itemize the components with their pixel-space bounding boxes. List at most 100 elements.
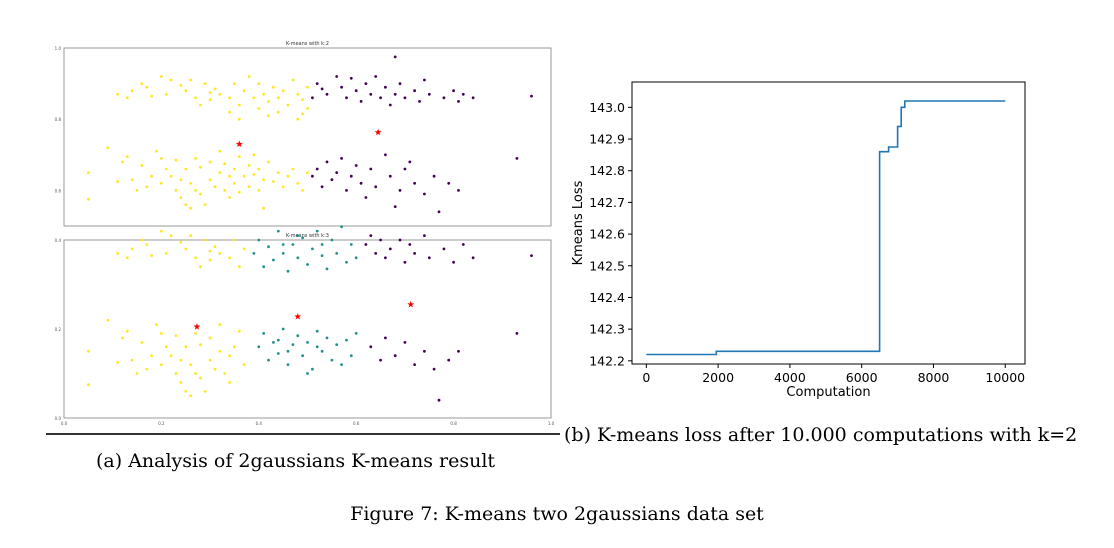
data-point-cluster-0 xyxy=(223,189,227,192)
data-point-cluster-0 xyxy=(194,372,197,375)
y-tick-label: 142.2 xyxy=(589,353,625,368)
data-point-cluster-1 xyxy=(267,358,270,362)
x-tick-label: 10000 xyxy=(985,370,1025,385)
data-point-cluster-1 xyxy=(403,96,407,100)
data-point-cluster-1 xyxy=(349,174,353,178)
data-point-cluster-0 xyxy=(169,234,173,238)
data-point-cluster-0 xyxy=(267,100,270,103)
data-point-cluster-0 xyxy=(252,96,256,100)
data-point-cluster-0 xyxy=(306,85,309,89)
data-point-cluster-1 xyxy=(388,103,392,107)
data-point-cluster-1 xyxy=(330,358,334,362)
data-point-cluster-1 xyxy=(306,263,309,266)
data-point-cluster-0 xyxy=(291,167,295,171)
data-point-cluster-0 xyxy=(184,247,188,251)
data-point-cluster-0 xyxy=(121,160,124,164)
data-point-cluster-1 xyxy=(291,243,295,246)
data-point-cluster-1 xyxy=(315,329,319,333)
y-tick-label: 142.4 xyxy=(589,290,625,305)
data-point-cluster-0 xyxy=(189,363,193,366)
data-point-cluster-0 xyxy=(233,82,236,85)
data-point-cluster-0 xyxy=(223,372,227,375)
data-point-cluster-1 xyxy=(515,157,519,160)
data-point-cluster-0 xyxy=(276,171,280,175)
data-point-cluster-1 xyxy=(262,332,266,335)
data-point-cluster-0 xyxy=(272,85,275,89)
data-point-cluster-0 xyxy=(306,107,309,110)
data-point-cluster-0 xyxy=(296,92,300,96)
x-tick-label: 0.4 xyxy=(256,421,263,426)
data-point-cluster-1 xyxy=(442,96,446,100)
centroid-star xyxy=(407,300,415,308)
data-point-cluster-0 xyxy=(106,146,110,150)
data-point-cluster-0 xyxy=(262,178,266,182)
data-point-cluster-0 xyxy=(301,112,304,116)
data-point-cluster-1 xyxy=(349,354,353,358)
data-point-cluster-0 xyxy=(160,75,163,78)
data-point-cluster-1 xyxy=(530,94,533,98)
data-point-cluster-0 xyxy=(218,92,222,96)
data-point-cluster-0 xyxy=(203,238,207,242)
plot-frame xyxy=(63,47,552,227)
data-point-cluster-0 xyxy=(145,85,149,89)
data-point-cluster-1 xyxy=(345,96,348,100)
data-point-cluster-2 xyxy=(379,238,382,242)
data-point-cluster-0 xyxy=(145,185,149,189)
data-point-cluster-0 xyxy=(155,149,158,153)
data-point-cluster-0 xyxy=(179,178,183,182)
data-point-cluster-2 xyxy=(413,252,416,255)
data-point-cluster-0 xyxy=(199,376,202,380)
data-point-cluster-0 xyxy=(116,180,119,183)
data-point-cluster-0 xyxy=(155,323,158,326)
subplot-title: K-means with k:3 xyxy=(286,233,329,239)
data-point-cluster-0 xyxy=(194,332,197,335)
data-point-cluster-1 xyxy=(306,341,309,344)
data-point-cluster-2 xyxy=(393,354,397,358)
data-point-cluster-1 xyxy=(413,89,416,93)
data-point-cluster-0 xyxy=(145,243,149,246)
caption-a: (a) Analysis of 2gaussians K-means resul… xyxy=(96,450,496,472)
data-point-cluster-0 xyxy=(233,345,236,349)
x-tick-label: 4000 xyxy=(774,370,806,385)
data-point-cluster-0 xyxy=(257,167,261,171)
data-point-cluster-0 xyxy=(160,229,163,233)
centroid-star xyxy=(374,128,382,136)
data-point-cluster-0 xyxy=(150,254,154,257)
data-point-cluster-0 xyxy=(233,238,236,242)
data-point-cluster-1 xyxy=(393,92,397,96)
data-point-cluster-0 xyxy=(174,189,178,192)
data-point-cluster-1 xyxy=(315,82,319,85)
data-point-cluster-1 xyxy=(296,234,300,238)
data-point-cluster-0 xyxy=(140,238,144,242)
data-point-cluster-0 xyxy=(257,189,261,192)
data-point-cluster-0 xyxy=(145,367,149,371)
data-point-cluster-0 xyxy=(87,349,90,353)
data-point-cluster-1 xyxy=(335,343,339,346)
centroid-star xyxy=(193,323,201,330)
data-point-cluster-1 xyxy=(354,164,358,167)
data-point-cluster-0 xyxy=(194,157,197,160)
data-point-cluster-0 xyxy=(223,162,227,166)
data-point-cluster-0 xyxy=(179,240,183,244)
data-point-cluster-1 xyxy=(457,189,460,192)
data-point-cluster-1 xyxy=(354,89,358,93)
data-point-cluster-1 xyxy=(418,100,421,103)
data-point-cluster-1 xyxy=(306,372,309,375)
data-point-cluster-0 xyxy=(237,155,241,158)
data-point-cluster-1 xyxy=(447,181,451,185)
data-point-cluster-0 xyxy=(160,157,163,160)
data-point-cluster-0 xyxy=(257,82,261,85)
data-point-cluster-2 xyxy=(403,260,407,264)
data-point-cluster-1 xyxy=(315,229,319,233)
data-point-cluster-0 xyxy=(213,245,217,249)
data-point-cluster-0 xyxy=(218,171,222,175)
data-point-cluster-1 xyxy=(311,247,314,251)
data-point-cluster-0 xyxy=(189,181,193,185)
data-point-cluster-0 xyxy=(160,181,163,185)
data-point-cluster-1 xyxy=(296,256,300,260)
data-point-cluster-0 xyxy=(242,247,246,251)
caption-b: (b) K-means loss after 10.000 computatio… xyxy=(564,424,1078,446)
data-point-cluster-0 xyxy=(194,189,197,192)
data-point-cluster-0 xyxy=(199,165,202,169)
data-point-cluster-0 xyxy=(116,361,119,364)
